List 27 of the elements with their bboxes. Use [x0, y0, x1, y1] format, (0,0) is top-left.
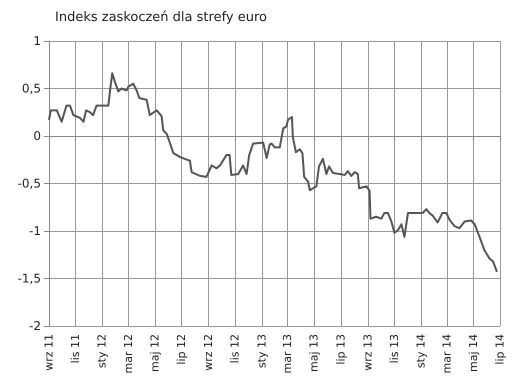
- x-tick-label: lis 12: [228, 334, 242, 364]
- chart-title: Indeks zaskoczeń dla strefy euro: [55, 10, 268, 25]
- y-tick-label: -0,5: [18, 176, 41, 190]
- y-tick-label: -2: [29, 319, 41, 333]
- line-series: [48, 72, 498, 273]
- x-tick-label: mar 14: [440, 334, 454, 374]
- x-tick-label: mar 13: [281, 334, 294, 374]
- y-tick-label: -1: [29, 224, 41, 238]
- x-tick-label: sty 12: [96, 334, 109, 368]
- y-tick-label: -1,5: [18, 272, 41, 286]
- x-tick-label: mar 12: [122, 334, 135, 374]
- x-tick-label: sty 13: [255, 334, 268, 368]
- x-tick-label: lip 12: [175, 334, 188, 365]
- y-tick-label: 0: [33, 129, 41, 143]
- x-tick-label: maj 13: [308, 334, 321, 372]
- x-tick-label: lip 14: [494, 334, 506, 365]
- x-tick-label: lip 13: [334, 334, 348, 365]
- y-tick-label: 0,5: [22, 82, 41, 96]
- x-tick-label: lis 13: [388, 334, 401, 364]
- x-tick-label: maj 12: [148, 334, 162, 372]
- x-tick-label: wrz 12: [202, 334, 216, 371]
- x-tick-label: wrz 11: [42, 334, 56, 371]
- x-tick-label: sty 14: [414, 334, 428, 368]
- x-tick-label: wrz 13: [361, 334, 374, 371]
- x-tick-label: lis 11: [69, 334, 82, 364]
- y-tick-label: 1: [33, 34, 41, 48]
- x-tick-label: maj 14: [466, 334, 480, 372]
